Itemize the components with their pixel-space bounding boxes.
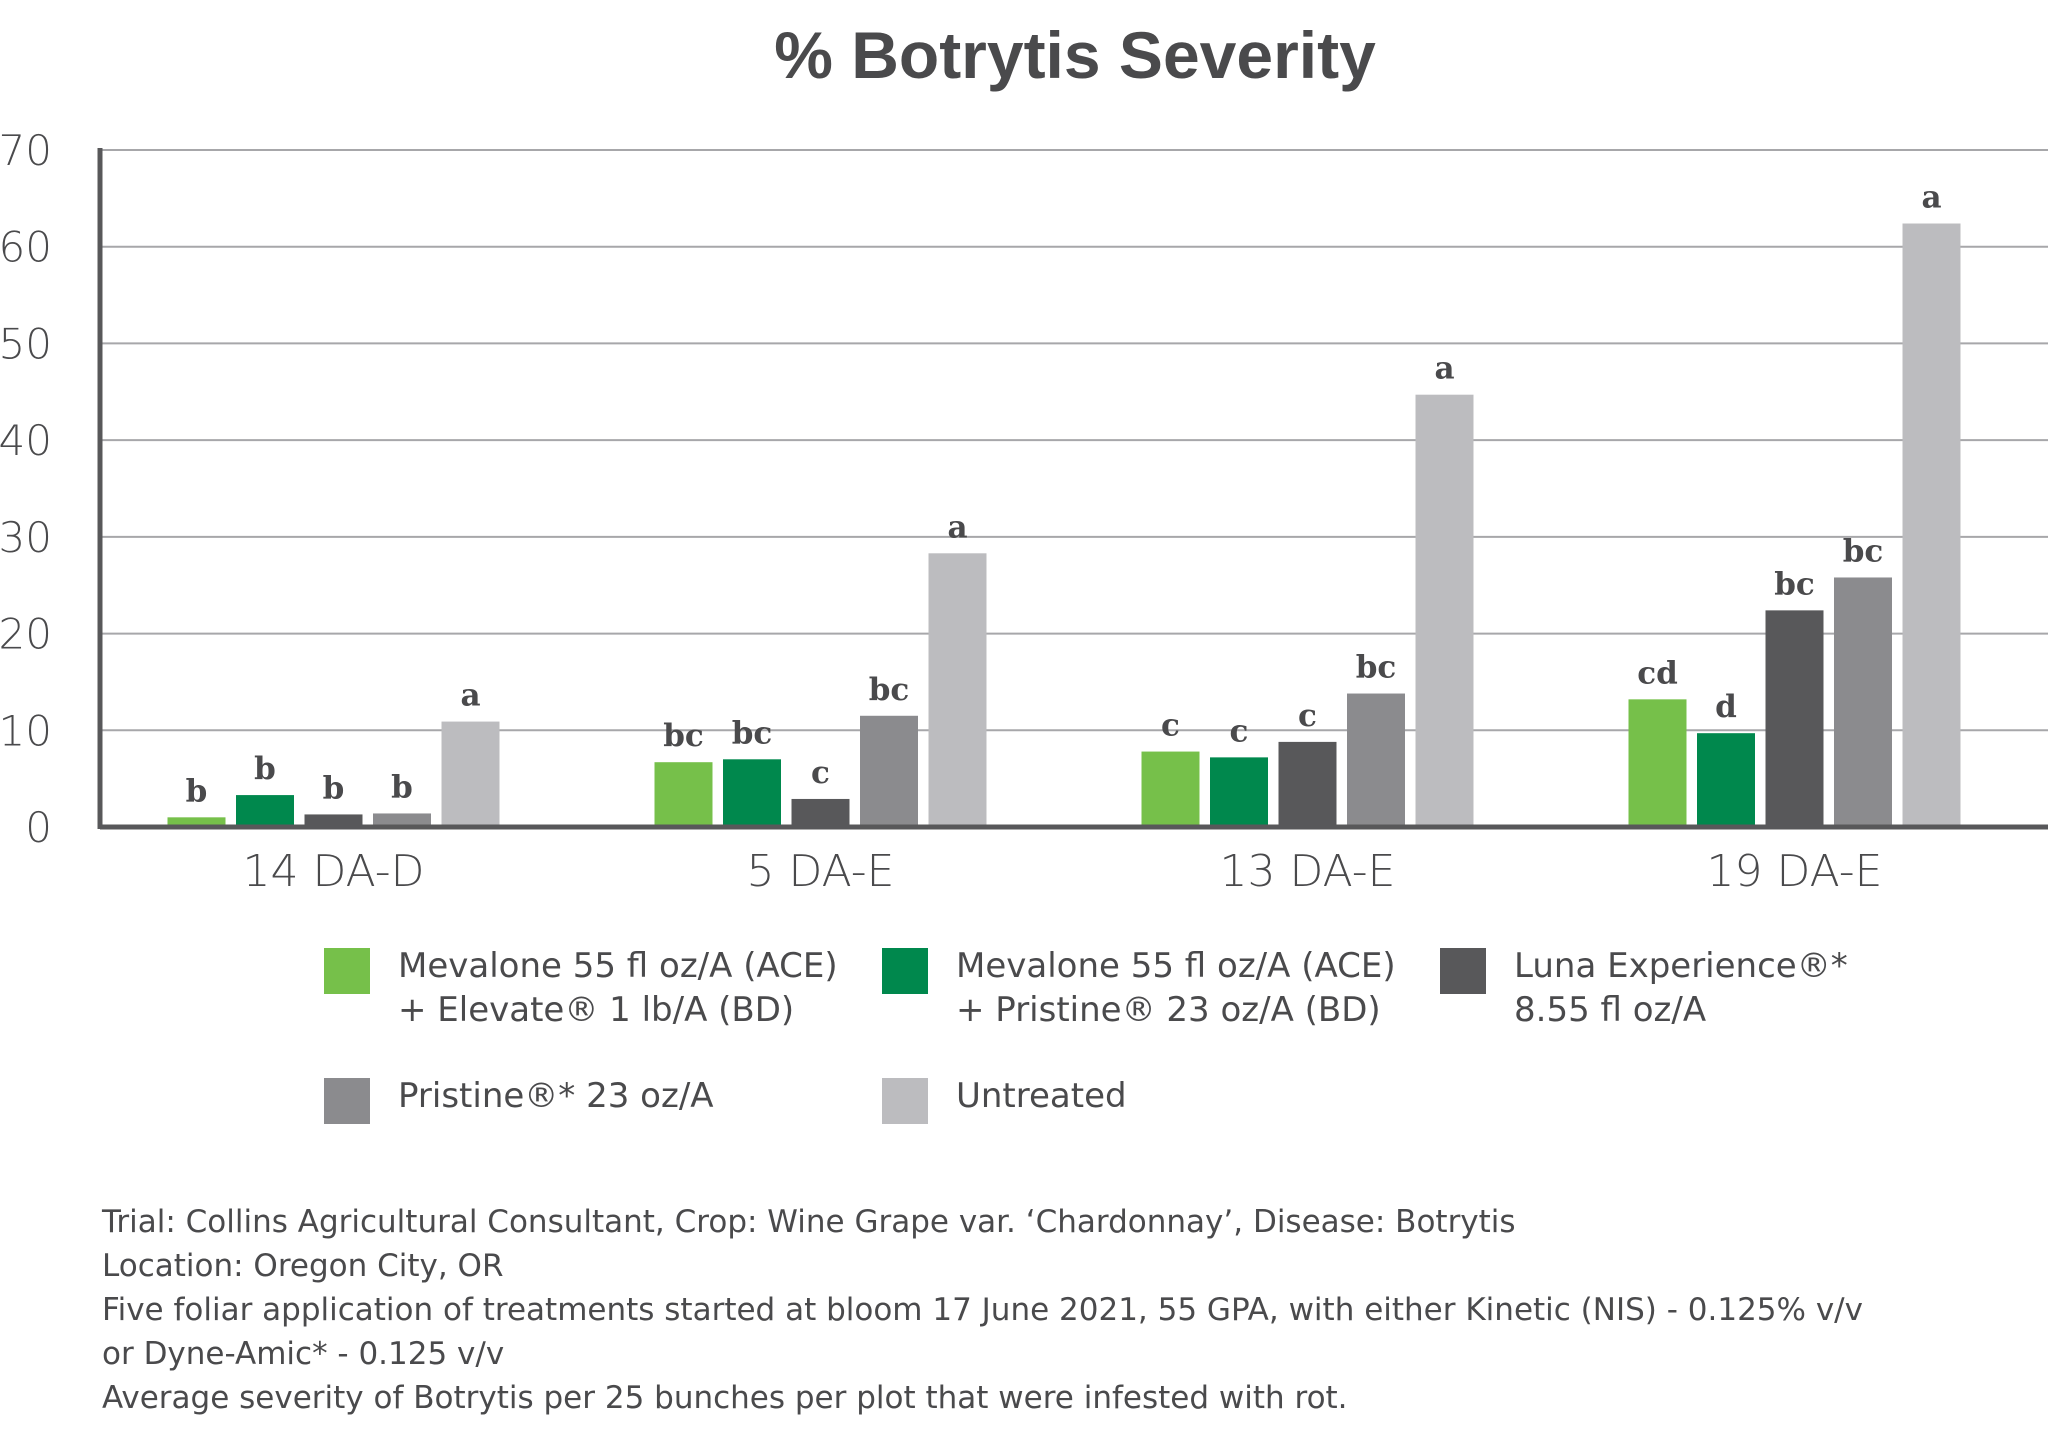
axes bbox=[97, 148, 2048, 830]
significance-label: c bbox=[811, 755, 830, 791]
significance-label: c bbox=[1230, 713, 1249, 749]
gridlines bbox=[100, 149, 2048, 732]
bar bbox=[1278, 741, 1337, 827]
bar bbox=[373, 813, 431, 827]
y-tick-label: 40 bbox=[0, 416, 52, 465]
significance-label: bc bbox=[663, 718, 704, 754]
y-tick-label: 70 bbox=[0, 126, 52, 175]
y-axis-ticks: 0 10 20 30 40 50 60 70 bbox=[0, 126, 52, 852]
y-tick-label: 0 bbox=[25, 803, 52, 852]
significance-label: b bbox=[323, 770, 345, 806]
significance-label: bc bbox=[1843, 533, 1884, 569]
bar bbox=[654, 762, 713, 827]
significance-label: a bbox=[1434, 351, 1454, 387]
x-axis-categories: 14 DA-D 5 DA-E 13 DA-E 19 DA-E bbox=[243, 846, 1883, 897]
significance-label: b bbox=[391, 769, 413, 805]
bar bbox=[1347, 693, 1405, 827]
category-label: 19 DA-E bbox=[1707, 846, 1883, 897]
bar bbox=[1210, 757, 1268, 827]
bar bbox=[1902, 223, 1961, 827]
category-label: 13 DA-E bbox=[1220, 846, 1396, 897]
significance-label: c bbox=[1161, 708, 1180, 744]
bar bbox=[1415, 394, 1474, 827]
bar bbox=[1628, 699, 1687, 827]
note-line: or Dyne-Amic* - 0.125 v/v bbox=[102, 1336, 505, 1372]
significance-label: a bbox=[460, 678, 480, 714]
bar bbox=[1765, 610, 1824, 827]
bar bbox=[236, 795, 294, 827]
category-label: 5 DA-E bbox=[747, 846, 895, 897]
bar bbox=[1141, 751, 1200, 827]
note-line: Location: Oregon City, OR bbox=[102, 1248, 504, 1284]
significance-label: a bbox=[1921, 180, 1941, 216]
note-line: Five foliar application of treatments st… bbox=[102, 1292, 1863, 1328]
y-tick-label: 20 bbox=[0, 610, 52, 659]
significance-label: bc bbox=[1356, 650, 1397, 686]
bar bbox=[441, 721, 500, 827]
note-line: Average severity of Botrytis per 25 bunc… bbox=[102, 1380, 1348, 1416]
significance-label: d bbox=[1715, 689, 1737, 725]
y-tick-label: 50 bbox=[0, 319, 52, 368]
chart-title: % Botrytis Severity bbox=[774, 18, 1376, 92]
bar bbox=[791, 798, 850, 827]
bar bbox=[304, 814, 363, 827]
bar bbox=[1834, 577, 1892, 827]
significance-label: b bbox=[186, 773, 208, 809]
significance-label: bc bbox=[732, 715, 773, 751]
bars bbox=[167, 223, 1961, 827]
y-tick-label: 60 bbox=[0, 223, 52, 272]
significance-label: bc bbox=[869, 672, 910, 708]
note-line: Trial: Collins Agricultural Consultant, … bbox=[102, 1204, 1516, 1240]
category-label: 14 DA-D bbox=[243, 846, 425, 897]
significance-label: cd bbox=[1637, 655, 1678, 691]
trial-notes: Trial: Collins Agricultural Consultant, … bbox=[102, 1200, 2002, 1420]
significance-label: b bbox=[254, 751, 276, 787]
bar bbox=[1697, 733, 1755, 827]
y-tick-label: 10 bbox=[0, 706, 52, 755]
bar bbox=[860, 715, 918, 827]
significance-label: c bbox=[1298, 698, 1317, 734]
bar bbox=[167, 817, 226, 827]
significance-label: bc bbox=[1774, 566, 1815, 602]
bar bbox=[928, 553, 987, 827]
y-tick-label: 30 bbox=[0, 513, 52, 562]
significance-label: a bbox=[947, 509, 967, 545]
bar bbox=[723, 759, 781, 827]
